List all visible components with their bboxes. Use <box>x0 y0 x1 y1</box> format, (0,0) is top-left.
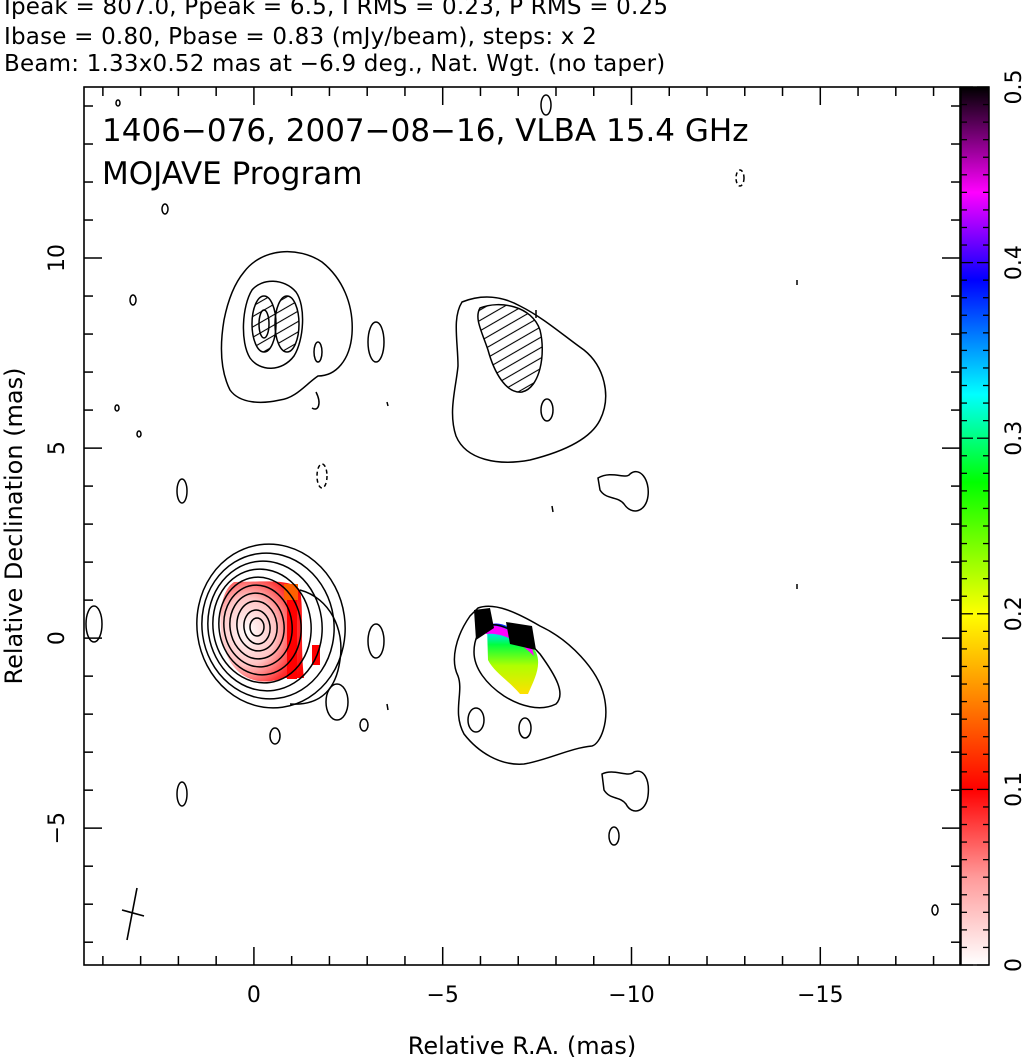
x-tick-label: −10 <box>608 983 654 1008</box>
y-tick-label: 10 <box>45 244 70 272</box>
axis-tick-labels: 0 −5 −10 −15 −5 0 5 10 <box>45 244 844 1008</box>
intensity-contours <box>85 94 939 916</box>
colorbar-tick-label: 0.3 <box>1002 421 1022 456</box>
y-tick-label: 5 <box>45 441 70 455</box>
colorbar-tick-labels: 0 0.1 0.2 0.3 0.4 0.5 <box>1002 70 1022 973</box>
x-axis-label: Relative R.A. (mas) <box>408 1032 636 1060</box>
header-line-base: Ibase = 0.80, Pbase = 0.83 (mJy/beam), s… <box>4 24 597 50</box>
colorbar-tick-label: 0.1 <box>1002 772 1022 807</box>
colorbar-tick-label: 0.4 <box>1002 245 1022 280</box>
jet-polarization-fill <box>474 608 539 694</box>
chart-subtitle: MOJAVE Program <box>102 156 362 192</box>
y-tick-label: −5 <box>45 812 70 844</box>
header-line-beam: Beam: 1.33x0.52 mas at −6.9 deg., Nat. W… <box>4 51 666 77</box>
colorbar-tick-label: 0.2 <box>1002 596 1022 631</box>
colorbar-tick-label: 0 <box>1002 958 1022 972</box>
chart-title: 1406−076, 2007−08−16, VLBA 15.4 GHz <box>102 113 748 149</box>
colorbar-tick-label: 0.5 <box>1002 70 1022 105</box>
x-tick-label: −5 <box>426 983 458 1008</box>
y-axis-label: Relative Declination (mas) <box>0 367 28 684</box>
axis-ticks <box>84 87 960 965</box>
x-tick-label: −15 <box>797 983 843 1008</box>
header-line-peak: Ipeak = 807.0, Ppeak = 6.5, I RMS = 0.23… <box>4 0 669 20</box>
plot-frame <box>83 86 961 966</box>
beam-marker <box>121 887 145 941</box>
y-tick-label: 0 <box>45 631 70 645</box>
colorbar-ticks <box>961 86 989 966</box>
x-tick-label: 0 <box>247 983 261 1008</box>
